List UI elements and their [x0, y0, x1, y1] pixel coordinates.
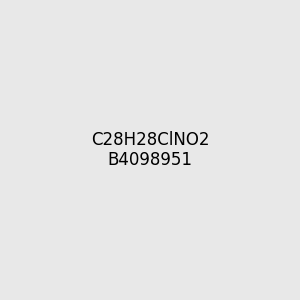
Text: C28H28ClNO2
B4098951: C28H28ClNO2 B4098951	[91, 130, 209, 170]
